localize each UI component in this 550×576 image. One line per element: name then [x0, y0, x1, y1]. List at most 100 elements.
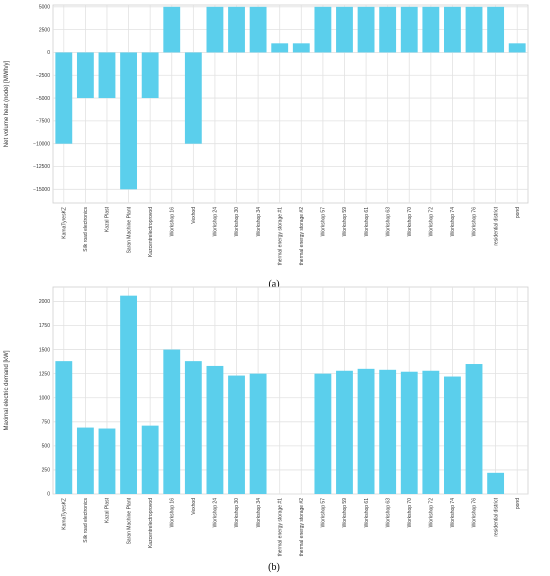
bar — [206, 6, 224, 53]
y-tick-label: 750 — [42, 419, 51, 425]
x-tick-label: thermal energy storage #1 — [277, 498, 283, 557]
y-tick-label: 250 — [42, 468, 51, 474]
bar — [141, 52, 159, 99]
x-tick-label: Kazal Plast — [105, 206, 111, 232]
bar — [163, 349, 181, 494]
bar — [228, 375, 245, 494]
bar — [249, 373, 267, 494]
bar — [98, 428, 116, 494]
bar — [444, 376, 461, 494]
bar — [336, 6, 353, 53]
bar — [508, 43, 526, 53]
y-tick-label: 1750 — [39, 323, 50, 329]
bar — [120, 295, 137, 494]
bar — [184, 52, 202, 144]
x-tick-label: thermal energy storage #2 — [299, 207, 305, 266]
x-tick-label: Workshop 16 — [169, 498, 175, 528]
x-tick-label: Workshop 61 — [364, 498, 370, 528]
panel-label: (b) — [268, 562, 280, 573]
x-tick-label: Workshop 63 — [385, 207, 391, 237]
x-tick-label: pond — [515, 498, 521, 509]
x-tick-label: Workshop 72 — [429, 498, 435, 528]
x-tick-label: Workshop 76 — [472, 498, 478, 528]
y-tick-label: −12500 — [33, 164, 50, 170]
y-tick-label: 2000 — [39, 299, 50, 305]
x-tick-label: Workshop 70 — [407, 498, 413, 528]
x-tick-label: Workshop 30 — [234, 207, 240, 237]
y-tick-label: −2500 — [36, 73, 50, 79]
panel-label: (a) — [268, 279, 279, 290]
bar — [206, 365, 224, 494]
chart-a: 5000 2500 0 −2500 −5000 −7500 −10000 −12500 −150… — [4, 5, 529, 290]
x-tick-label: Workshop 34 — [256, 207, 262, 237]
x-tick-label: residential district — [493, 206, 499, 245]
x-tick-label: Kazcentrelectroprovod — [148, 207, 154, 257]
x-tick-label: Workshop 70 — [407, 207, 413, 237]
x-tick-label: Workshop 16 — [169, 207, 175, 237]
y-tick-label: −5000 — [36, 96, 50, 102]
bar — [465, 364, 483, 494]
bar — [271, 43, 289, 53]
x-tick-label: Vexhod — [191, 498, 197, 515]
bar — [76, 427, 94, 494]
x-tick-label: Workshop 61 — [364, 207, 370, 237]
y-axis-label: Net volume heat (node) [MWh/y] — [4, 60, 10, 147]
bar — [357, 368, 375, 494]
bar — [400, 371, 418, 494]
x-tick-label: KamaTyresKZ — [61, 498, 67, 530]
x-tick-label: Workshop 34 — [256, 498, 262, 528]
chart-b: 0 250 500 750 1000 1250 1500 1750 2000 KamaTyresK… — [4, 286, 529, 573]
x-tick-label: Workshop 57 — [321, 498, 327, 528]
x-tick-label: Workshop 63 — [385, 498, 391, 528]
bar — [444, 6, 461, 53]
x-tick-label: thermal energy storage #1 — [277, 207, 283, 266]
bar — [357, 6, 375, 53]
x-tick-label: Silk road electronics — [83, 207, 89, 252]
y-tick-label: −15000 — [33, 187, 50, 193]
bar — [76, 52, 94, 99]
x-tick-label: Saran Machine Plant — [126, 206, 132, 253]
y-tick-label: 5000 — [39, 5, 50, 11]
x-tick-label: Saran Machine Plant — [126, 497, 132, 544]
x-tick-label: Workshop 24 — [213, 498, 219, 528]
x-tick-label: Workshop 24 — [213, 207, 219, 237]
y-tick-label: 0 — [47, 492, 50, 498]
x-tick-label: Kazcentrelectroprovod — [148, 498, 154, 548]
x-tick-label: Workshop 30 — [234, 498, 240, 528]
y-tick-label: 1250 — [39, 371, 50, 377]
x-tick-label: Workshop 76 — [472, 207, 478, 237]
bar — [141, 425, 159, 494]
x-tick-label: Workshop 59 — [342, 207, 348, 237]
x-tick-label: Workshop 59 — [342, 498, 348, 528]
bar — [400, 6, 418, 53]
x-tick-label: Workshop 74 — [450, 498, 456, 528]
y-tick-label: 1500 — [39, 347, 50, 353]
x-tick-label: thermal energy storage #2 — [299, 498, 305, 557]
x-tick-label: pond — [515, 207, 521, 218]
bar — [314, 373, 332, 494]
x-tick-label: Kazal Plast — [105, 497, 111, 523]
y-tick-label: 1000 — [39, 395, 50, 401]
bar — [55, 361, 73, 494]
bar — [487, 472, 505, 494]
y-tick-label: 0 — [47, 50, 50, 56]
y-tick-label: 2500 — [39, 27, 50, 33]
bar — [163, 6, 181, 53]
bar — [120, 52, 137, 190]
bar — [422, 370, 440, 494]
x-tick-label: Workshop 57 — [321, 207, 327, 237]
bar — [314, 6, 332, 53]
bar — [249, 6, 267, 53]
y-tick-label: −10000 — [33, 141, 50, 147]
bar — [55, 52, 73, 144]
x-tick-label: Vexhod — [191, 207, 197, 224]
bar — [379, 6, 397, 53]
y-tick-label: −7500 — [36, 119, 50, 125]
y-tick-label: 500 — [42, 444, 51, 450]
bar — [292, 43, 310, 53]
x-tick-label: Workshop 72 — [429, 207, 435, 237]
bar — [379, 369, 397, 494]
x-tick-label: KamaTyresKZ — [61, 207, 67, 239]
bar — [487, 6, 505, 53]
